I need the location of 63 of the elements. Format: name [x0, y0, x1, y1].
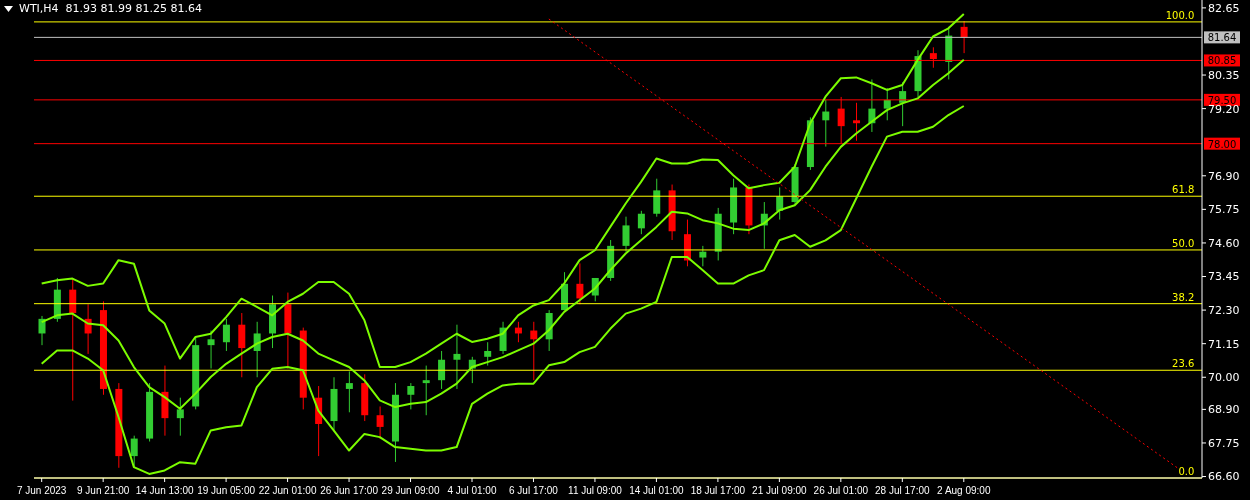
annotation: 38.2 [1172, 291, 1195, 303]
ref-line-label: 78.00 [1207, 138, 1237, 150]
candlestick [576, 262, 584, 305]
x-tick-label: 7 Jun 2023 [16, 485, 67, 496]
candlestick [637, 210, 645, 235]
candlestick [130, 435, 138, 469]
x-tick-label: 18 Jul 17:00 [690, 485, 746, 496]
candlestick [438, 350, 446, 390]
candlestick [484, 341, 492, 367]
annotation: 0.0 [1178, 466, 1195, 477]
y-tick-label: 82.65 [1208, 1, 1240, 15]
candlestick [238, 312, 246, 378]
x-tick-label: 11 Jul 09:00 [568, 485, 623, 496]
x-tick-label: 21 Jul 09:00 [752, 485, 808, 496]
annotation: 61.8 [1172, 184, 1195, 196]
ref-line-label: 80.85 [1207, 55, 1237, 67]
candlestick [422, 365, 430, 416]
candlestick [345, 370, 353, 413]
y-tick-label: 74.60 [1208, 236, 1240, 250]
candlestick [960, 20, 968, 54]
candlestick [176, 397, 184, 437]
y-tick-label: 76.90 [1208, 169, 1240, 183]
y-tick-label: 72.30 [1208, 304, 1240, 318]
annotation: 100.0 [1165, 9, 1195, 21]
x-tick-label: 26 Jun 17:00 [320, 485, 379, 496]
y-tick-label: 73.45 [1208, 270, 1240, 284]
y-tick-label: 67.75 [1208, 436, 1240, 450]
ref-line-label: 79.50 [1207, 94, 1237, 106]
candlestick [376, 405, 384, 440]
x-tick-label: 2 Aug 09:00 [937, 485, 991, 496]
candlestick [622, 216, 630, 253]
candlestick [530, 321, 538, 381]
y-tick-label: 68.90 [1208, 403, 1240, 417]
ref-line-label: 81.64 [1207, 32, 1237, 44]
x-tick-label: 6 Jul 17:00 [509, 485, 559, 496]
chart-title: WTI,H4 81.93 81.99 81.25 81.64 [19, 2, 203, 15]
x-tick-label: 22 Jun 01:00 [258, 485, 317, 496]
x-tick-label: 28 Jul 17:00 [875, 485, 930, 496]
x-tick-label: 14 Jun 13:00 [135, 485, 194, 496]
candlestick [699, 245, 707, 267]
candlestick [853, 102, 861, 142]
candlestick [69, 277, 77, 402]
y-tick-label: 80.35 [1208, 68, 1240, 82]
candlestick [653, 178, 661, 218]
candlestick [453, 324, 461, 390]
x-tick-label: 19 Jun 05:00 [197, 485, 256, 496]
line-series [40, 105, 965, 475]
x-tick-label: 14 Jul 01:00 [629, 485, 685, 496]
candlestick [222, 318, 230, 352]
y-tick-label: 75.75 [1208, 203, 1240, 217]
candlestick [207, 330, 215, 369]
x-tick-label: 9 Jun 21:00 [77, 485, 130, 496]
x-tick-label: 4 Jul 01:00 [447, 485, 497, 496]
x-tick-label: 29 Jun 09:00 [381, 485, 440, 496]
x-tick-label: 26 Jul 01:00 [813, 485, 869, 496]
candlestick [407, 382, 415, 410]
y-tick-label: 66.60 [1208, 470, 1240, 484]
candlestick [822, 99, 830, 148]
line-series [40, 13, 965, 369]
annotation: 50.0 [1172, 237, 1195, 249]
annotation: 23.6 [1172, 358, 1195, 370]
y-tick-label: 70.00 [1208, 371, 1240, 385]
y-tick-label: 71.15 [1208, 337, 1240, 351]
